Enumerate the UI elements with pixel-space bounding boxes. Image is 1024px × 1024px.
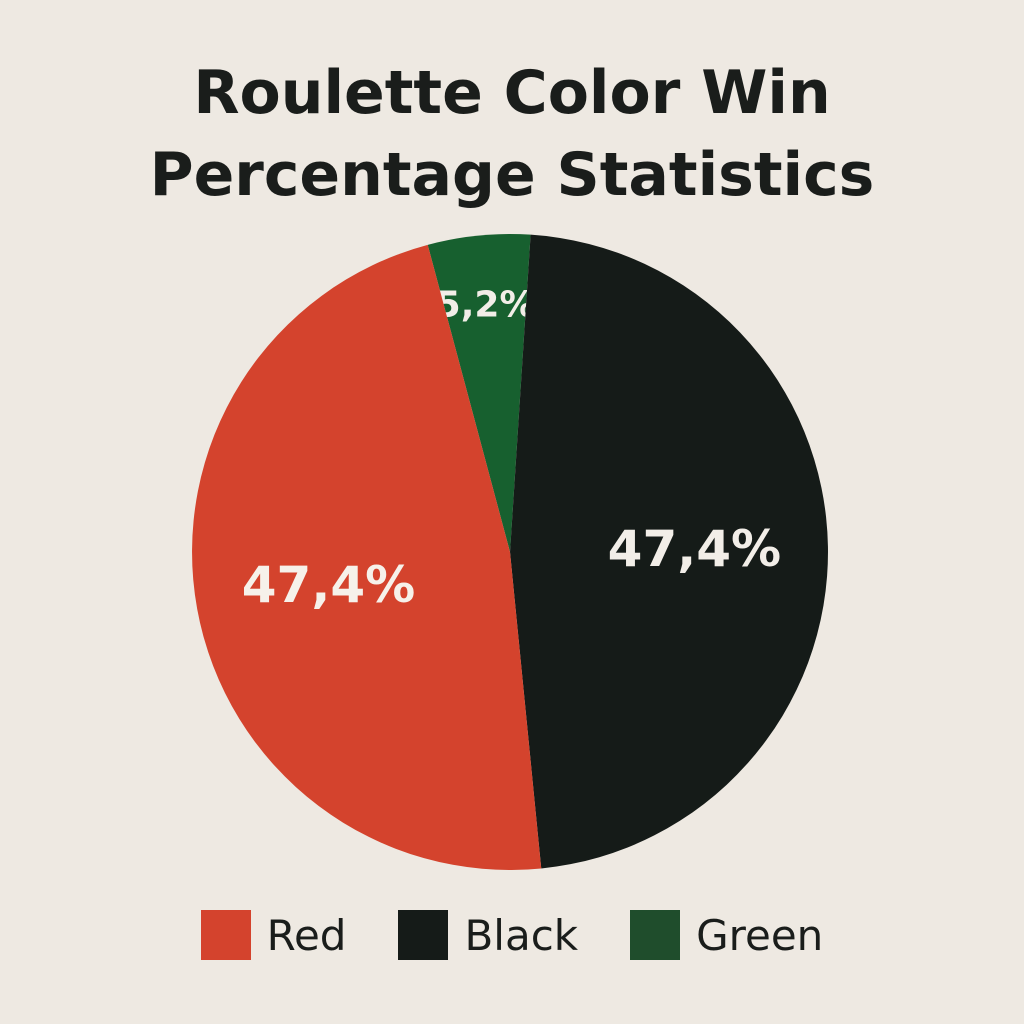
legend-item-green: Green	[630, 910, 823, 960]
legend: Red Black Green	[0, 900, 1024, 970]
legend-item-black: Black	[398, 910, 578, 960]
pie-slice-green	[427, 234, 531, 552]
legend-label-red: Red	[266, 910, 347, 960]
pie-label-red: 47,4%	[242, 556, 415, 614]
chart-title-line-1: Roulette Color Win	[193, 58, 831, 128]
legend-item-red: Red	[200, 910, 347, 960]
pie-label-green: 5,2%	[436, 285, 536, 326]
legend-swatch-green	[630, 910, 681, 960]
chart-title-line-2: Percentage Statistics	[149, 140, 875, 210]
pie-slice-black	[510, 234, 828, 869]
pie-label-black: 47,4%	[608, 520, 781, 578]
legend-label-black: Black	[464, 910, 579, 960]
pie-slice-red	[192, 244, 542, 870]
legend-swatch-red	[200, 910, 251, 960]
chart-title: Roulette Color Win Percentage Statistics	[0, 52, 1024, 216]
legend-swatch-black	[398, 910, 449, 960]
legend-label-green: Green	[696, 910, 824, 960]
